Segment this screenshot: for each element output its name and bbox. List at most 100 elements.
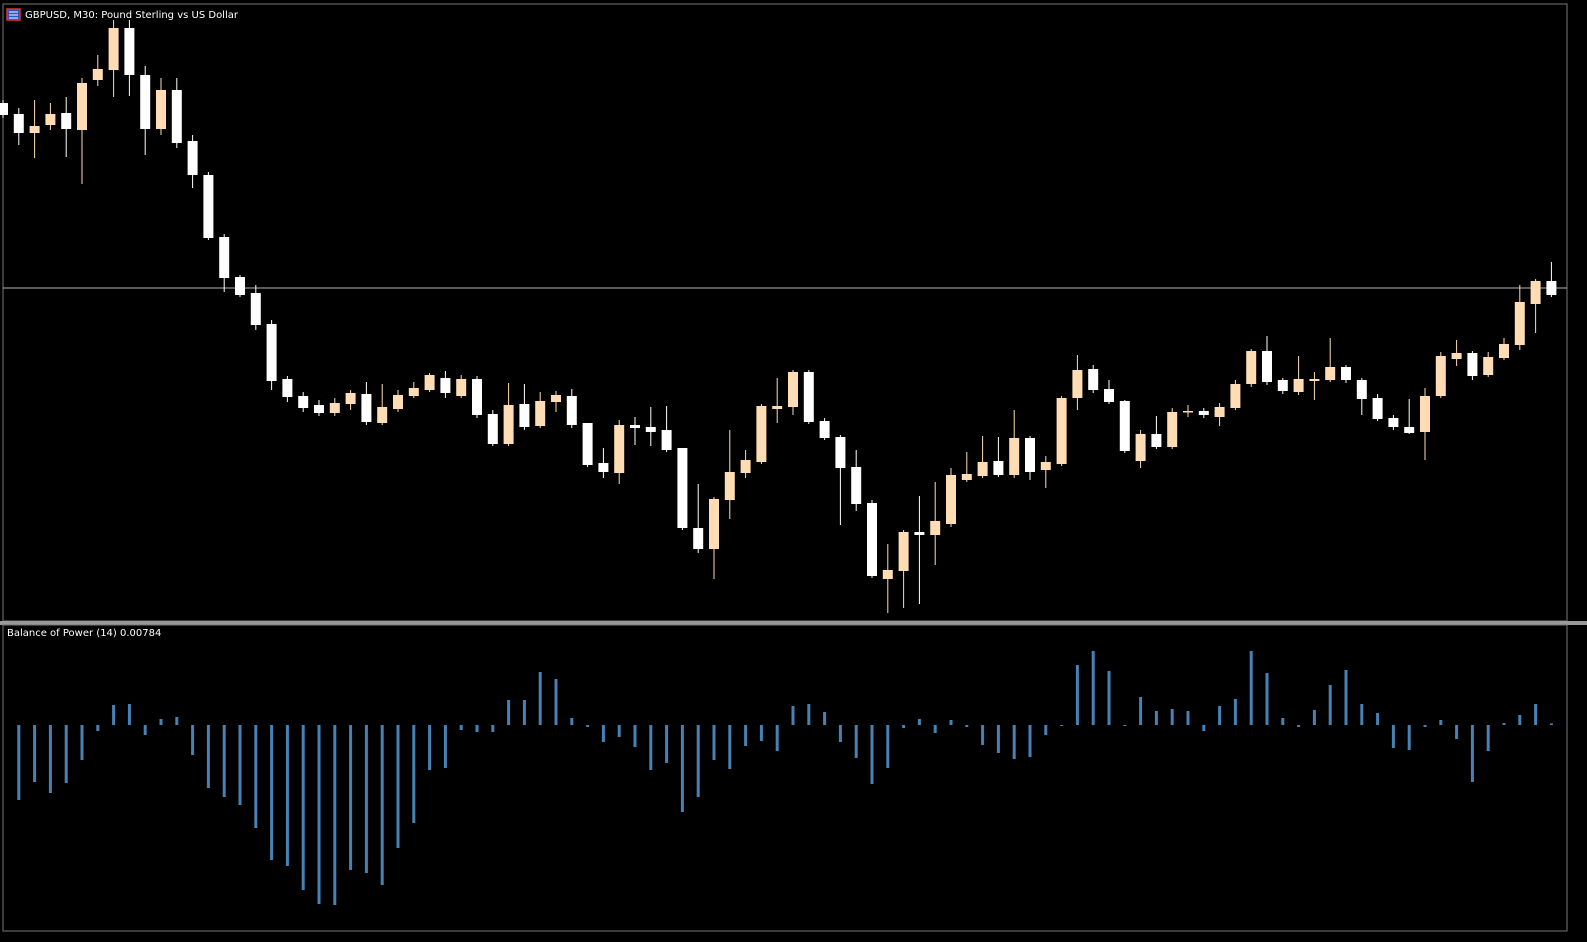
histogram-bar — [1549, 723, 1553, 725]
candle-body — [440, 378, 451, 393]
histogram-bar — [649, 725, 653, 770]
candle-body — [235, 277, 245, 295]
histogram-bar — [1407, 725, 1411, 750]
candle-body — [661, 430, 672, 450]
histogram-bar — [270, 725, 274, 860]
histogram-bar — [965, 725, 969, 727]
candle-body — [756, 406, 767, 462]
panel-splitter[interactable] — [0, 621, 1587, 625]
candle-body — [298, 396, 309, 408]
histogram-bar — [222, 725, 226, 797]
candle-body — [1277, 380, 1288, 391]
candle-body — [1499, 344, 1509, 358]
histogram-bar — [617, 725, 621, 737]
candle-body — [961, 474, 972, 480]
histogram-bar — [838, 725, 842, 742]
histogram-bar — [886, 725, 890, 768]
candle-body — [1309, 379, 1320, 381]
histogram-bar — [1249, 651, 1253, 725]
candle-body — [61, 113, 72, 129]
candle-body — [1356, 380, 1367, 399]
candle-body — [1262, 351, 1272, 382]
candle-body — [456, 379, 467, 396]
histogram-bar — [680, 725, 684, 812]
histogram-bar — [238, 725, 242, 805]
histogram-bar — [428, 725, 432, 770]
histogram-bar — [1360, 704, 1364, 725]
histogram-bar — [1123, 725, 1127, 726]
candle-body — [835, 437, 846, 468]
histogram-bar — [191, 725, 195, 755]
histogram-bar — [333, 725, 337, 905]
candle-body — [1388, 418, 1399, 427]
histogram-bar — [412, 725, 416, 823]
candle-body — [1404, 427, 1415, 433]
candle-body — [709, 499, 719, 549]
candle-body — [29, 126, 40, 133]
candle-body — [45, 114, 56, 125]
histogram-bar — [254, 725, 258, 828]
histogram-bar — [349, 725, 353, 870]
candle-body — [171, 90, 182, 143]
histogram-bar — [301, 725, 305, 890]
candle-body — [203, 175, 214, 238]
indicator-panel — [2, 624, 1568, 932]
candle-body — [266, 324, 277, 381]
candle-body — [124, 28, 135, 75]
histogram-bar — [159, 719, 163, 725]
histogram-bar — [1154, 711, 1158, 725]
histogram-bar — [285, 725, 289, 866]
histogram-bar — [491, 725, 495, 732]
histogram-bar — [175, 717, 179, 725]
histogram-bar — [981, 725, 985, 745]
histogram-bar — [1470, 725, 1474, 782]
candle-body — [314, 405, 324, 413]
candle-body — [393, 395, 403, 409]
candle-body — [424, 375, 435, 390]
candle-body — [92, 69, 103, 80]
candle-body — [1198, 411, 1209, 415]
histogram-bar — [1265, 673, 1269, 725]
candle-body — [250, 293, 261, 325]
histogram-bar — [1376, 713, 1380, 725]
candle-body — [187, 141, 198, 175]
candle-body — [1246, 351, 1257, 384]
histogram-bar — [554, 679, 558, 725]
histogram-bar — [17, 725, 21, 800]
candle-body — [1135, 434, 1146, 461]
candle-body — [598, 463, 609, 472]
candle-body — [946, 475, 956, 524]
histogram-bar — [443, 725, 447, 768]
candle-body — [1514, 302, 1525, 345]
histogram-bar — [475, 725, 479, 732]
candle-body — [551, 395, 561, 402]
candle-body — [819, 421, 830, 438]
candle-body — [535, 401, 546, 426]
candle-body — [1420, 396, 1430, 432]
histogram-bar — [586, 725, 590, 727]
histogram-bar — [507, 700, 511, 725]
candle-body — [1451, 353, 1462, 359]
candle-body — [1341, 367, 1351, 380]
histogram-bar — [380, 725, 384, 885]
histogram-bar — [396, 725, 400, 848]
candle-body — [219, 237, 230, 278]
histogram-bar — [80, 725, 84, 760]
histogram-bar — [744, 725, 748, 746]
candle-body — [156, 90, 166, 129]
histogram-bar — [712, 725, 716, 760]
candle-body — [724, 472, 735, 500]
candle-body — [803, 372, 814, 422]
candle-body — [1072, 370, 1083, 398]
histogram-bar — [759, 725, 763, 741]
histogram-bar — [1044, 725, 1048, 735]
histogram-bar — [570, 718, 574, 725]
candle-body — [377, 407, 388, 423]
histogram-bar — [949, 720, 953, 725]
chart-title: GBPUSD, M30: Pound Sterling vs US Dollar — [25, 10, 239, 21]
histogram-bar — [933, 725, 937, 733]
histogram-bar — [538, 672, 542, 725]
histogram-bar — [33, 725, 37, 782]
candle-body — [788, 372, 798, 407]
histogram-bar — [1218, 706, 1222, 725]
